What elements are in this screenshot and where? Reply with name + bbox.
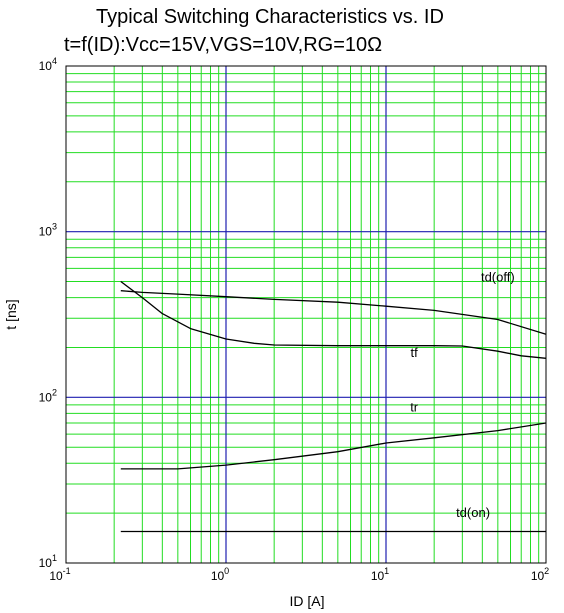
y-axis-label: t [ns] xyxy=(3,299,19,329)
x-tick-label: 10-1 xyxy=(49,566,70,583)
series-label: td(on) xyxy=(456,505,490,520)
chart-title: Typical Switching Characteristics vs. ID xyxy=(96,6,444,28)
major-grid xyxy=(66,66,546,563)
series-label: td(off) xyxy=(481,270,515,285)
y-tick-label: 103 xyxy=(39,222,57,239)
minor-grid xyxy=(66,66,546,563)
series-label: tr xyxy=(410,400,419,415)
series-line xyxy=(120,280,547,359)
series-group: td(off) tf tr td(on) xyxy=(120,270,547,533)
series-line xyxy=(120,290,547,335)
x-tick-label: 102 xyxy=(531,566,549,583)
series-label: tf xyxy=(411,345,419,360)
y-tick-label: 102 xyxy=(39,387,57,404)
series-line xyxy=(120,422,547,470)
x-tick-label: 101 xyxy=(371,566,389,583)
y-tick-label: 101 xyxy=(39,553,57,570)
plot-frame xyxy=(65,65,547,564)
x-axis-label: ID [A] xyxy=(289,593,324,609)
chart-subtitle: t=f(ID):Vcc=15V,VGS=10V,RG=10Ω xyxy=(64,34,383,56)
x-tick-label: 100 xyxy=(211,566,229,583)
y-tick-label: 104 xyxy=(39,56,57,73)
